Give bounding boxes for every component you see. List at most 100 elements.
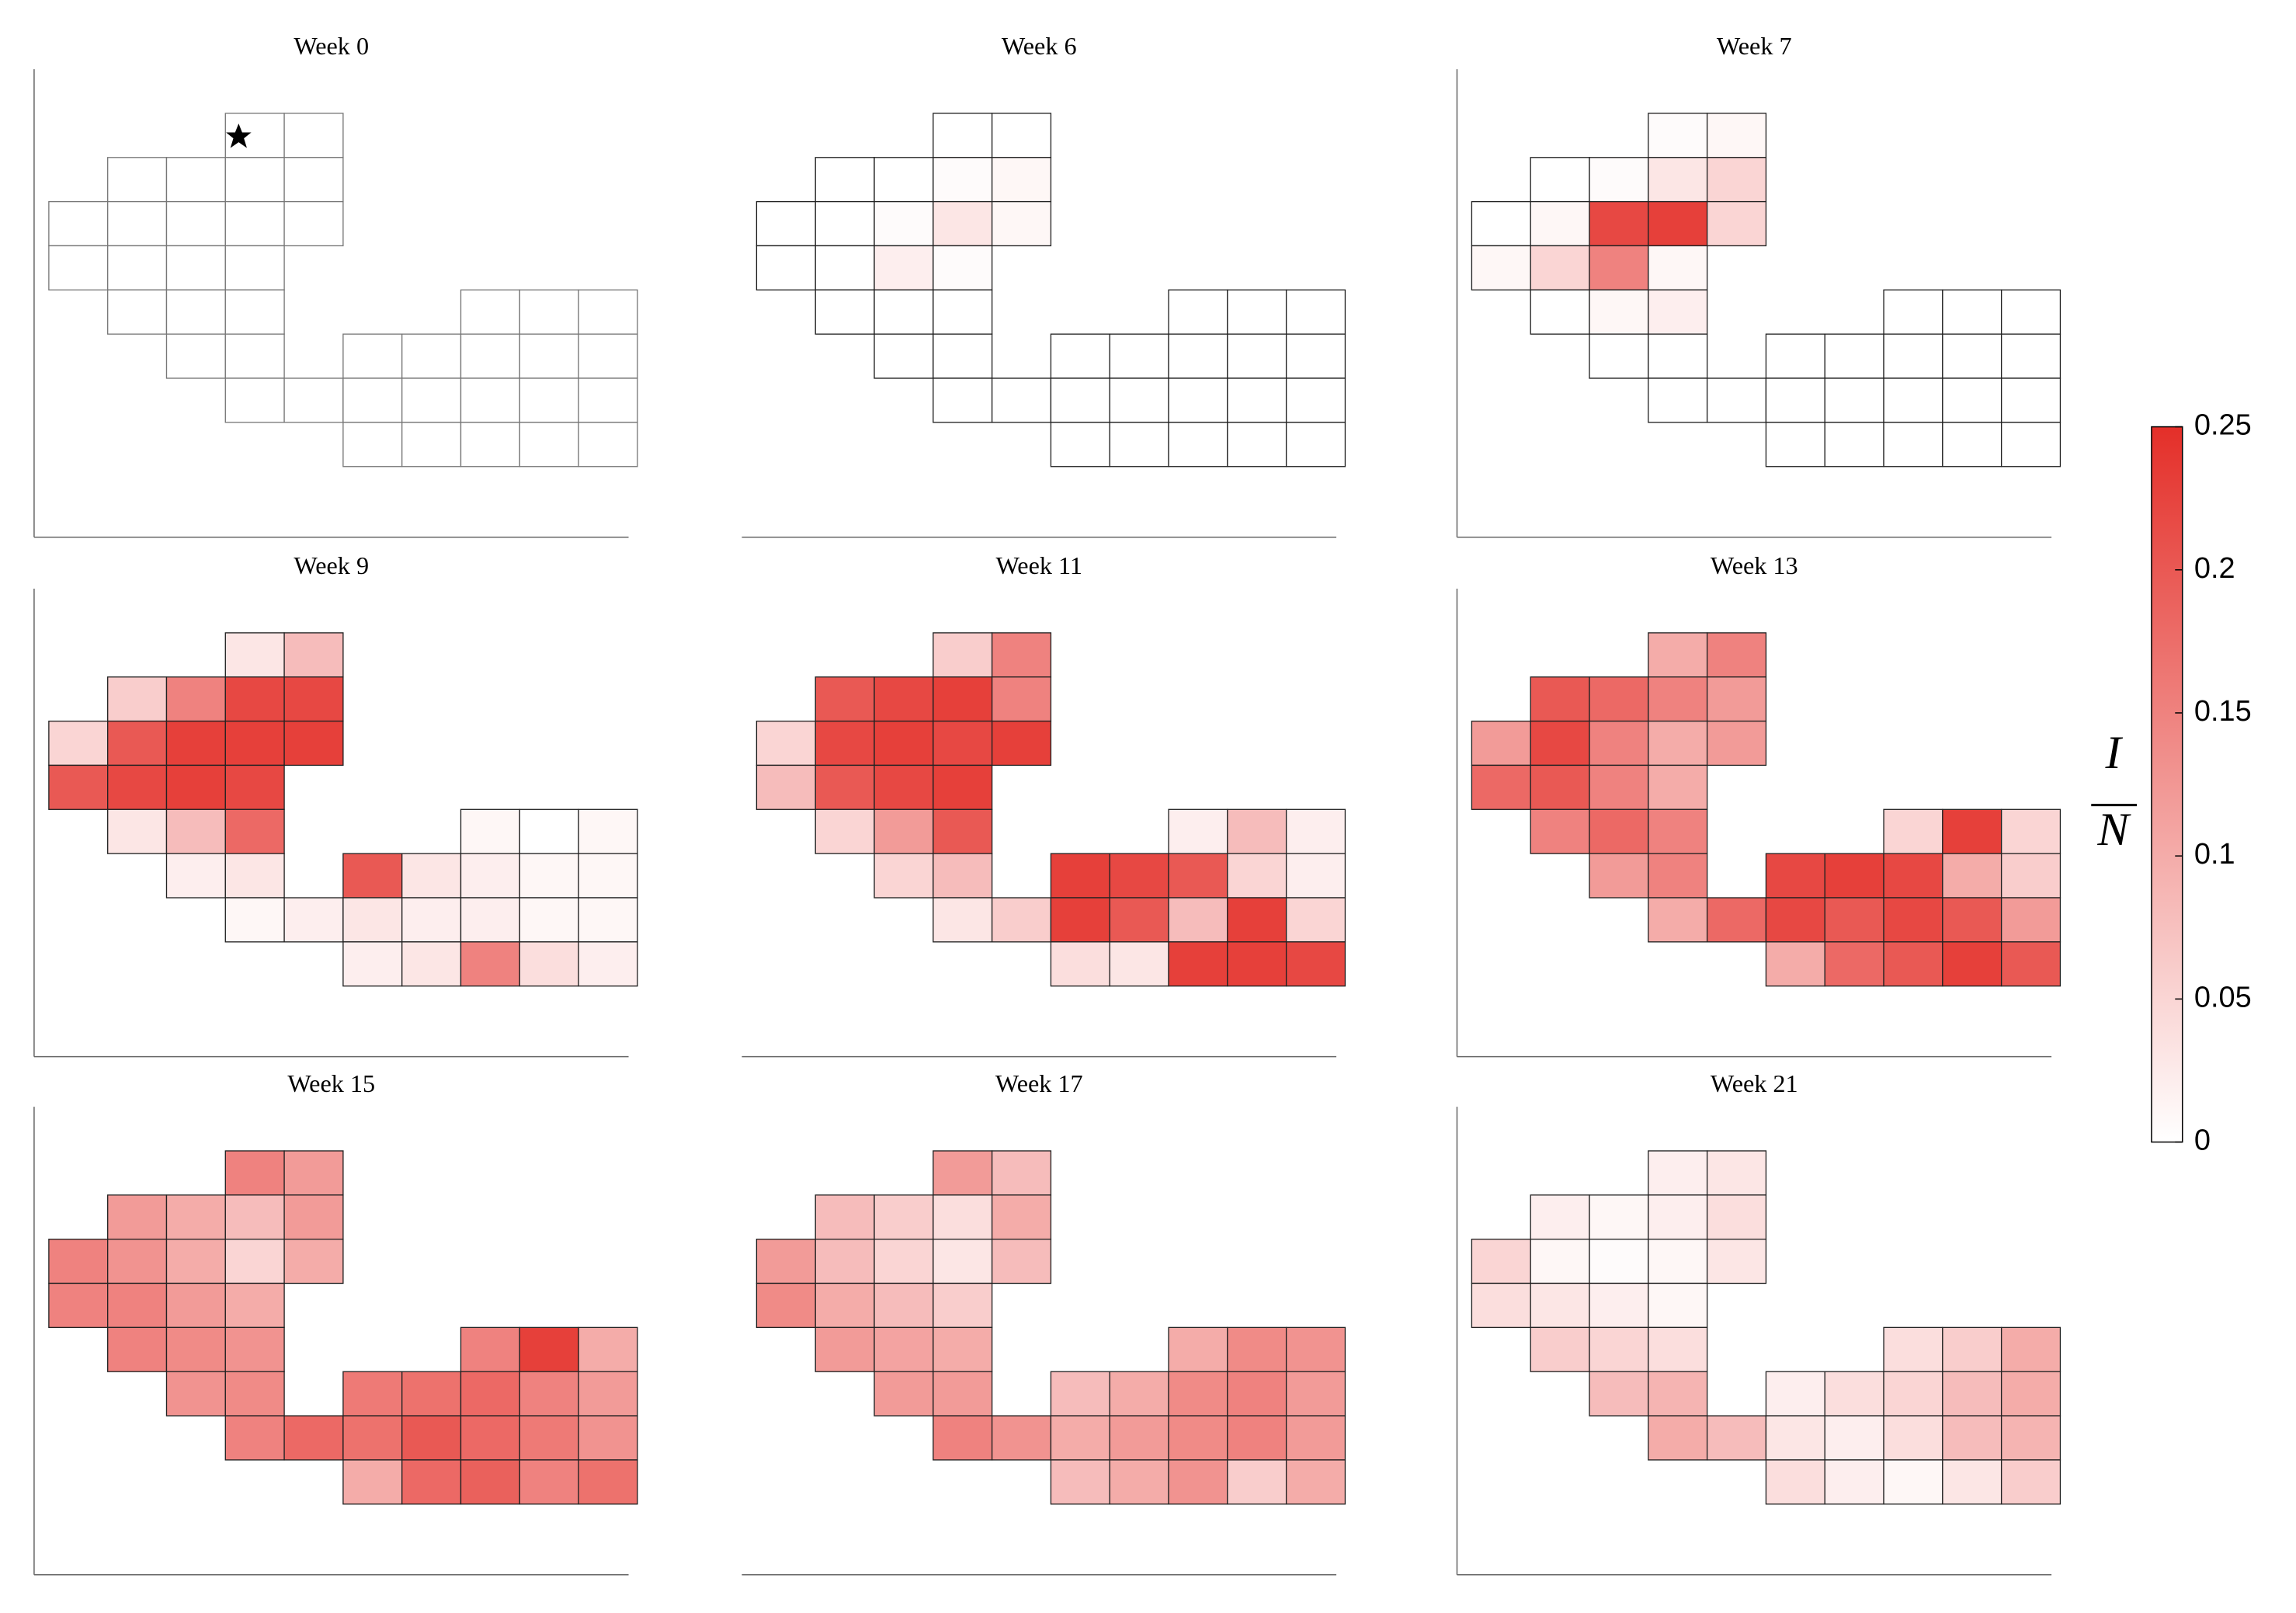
county: [874, 289, 934, 335]
panel-title: Week 0: [294, 32, 369, 60]
county: [1471, 720, 1531, 767]
county: [1589, 333, 1649, 379]
county: [1824, 333, 1884, 379]
county: [1285, 1459, 1346, 1505]
county: [933, 200, 993, 247]
county: [1942, 1415, 2002, 1461]
county: [578, 808, 638, 854]
county: [1227, 1415, 1287, 1461]
county: [1942, 808, 2002, 854]
county: [755, 245, 816, 290]
county: [165, 808, 226, 854]
county: [1589, 157, 1649, 203]
county: [1168, 1371, 1228, 1417]
county: [224, 377, 285, 423]
county: [1589, 1282, 1649, 1329]
county: [1765, 377, 1825, 423]
county: [815, 289, 875, 335]
county: [107, 1282, 168, 1329]
county: [1227, 897, 1287, 943]
county: [283, 377, 344, 423]
county: [578, 422, 638, 468]
county: [1589, 1371, 1649, 1417]
county: [1648, 113, 1708, 158]
county: [1706, 200, 1767, 247]
county: [1530, 1238, 1590, 1284]
county: [1530, 808, 1590, 854]
county: [1589, 245, 1649, 290]
county: [578, 853, 638, 899]
county: [342, 1459, 403, 1505]
county: [933, 1194, 993, 1240]
county: [401, 1371, 462, 1417]
county: [1050, 941, 1110, 987]
county: [1765, 1459, 1825, 1505]
county: [578, 941, 638, 987]
county: [1589, 676, 1649, 722]
county: [1942, 1326, 2002, 1372]
map-panel: Week 15: [33, 1069, 638, 1576]
county: [578, 1371, 638, 1417]
county: [165, 333, 226, 379]
county: [1285, 333, 1346, 379]
county: [1942, 941, 2002, 987]
county: [933, 1282, 993, 1329]
county: [107, 764, 168, 810]
county: [933, 808, 993, 854]
county: [1168, 422, 1228, 468]
county: [342, 333, 403, 379]
county: [1765, 333, 1825, 379]
county: [1648, 764, 1708, 810]
county: [224, 1326, 285, 1372]
county: [1765, 422, 1825, 468]
county: [1765, 1415, 1825, 1461]
county: [283, 676, 344, 722]
county: [1109, 853, 1169, 899]
county: [755, 720, 816, 767]
county: [874, 1326, 934, 1372]
county: [1285, 1415, 1346, 1461]
county: [815, 720, 875, 767]
panel-title: Week 11: [995, 551, 1082, 579]
county: [1285, 1326, 1346, 1372]
county: [1706, 1415, 1767, 1461]
county: [1530, 764, 1590, 810]
county: [933, 897, 993, 943]
county: [755, 1238, 816, 1284]
county: [519, 941, 579, 987]
county: [1168, 289, 1228, 335]
county: [1883, 1326, 1943, 1372]
county: [933, 333, 993, 379]
county: [1883, 853, 1943, 899]
county: [874, 853, 934, 899]
county: [107, 289, 168, 335]
county: [1648, 720, 1708, 767]
county: [2000, 808, 2062, 854]
county: [2000, 1371, 2062, 1417]
county: [1589, 1194, 1649, 1240]
county: [1227, 1459, 1287, 1505]
county: [933, 764, 993, 810]
map-panel: Week 21: [1456, 1069, 2062, 1576]
county: [933, 289, 993, 335]
county: [755, 764, 816, 810]
county: [519, 1415, 579, 1461]
map-panel: Week 0: [33, 32, 638, 538]
map-panel: Week 6: [742, 32, 1346, 538]
colorbar-ticks: 0 0.05 0.1 0.15 0.2 0.25: [2175, 409, 2252, 1157]
county: [283, 1415, 344, 1461]
county: [1648, 676, 1708, 722]
county: [1227, 333, 1287, 379]
county: [933, 245, 993, 290]
county: [1227, 941, 1287, 987]
county: [1706, 632, 1767, 678]
county: [578, 289, 638, 335]
county: [224, 632, 285, 678]
county: [1227, 808, 1287, 854]
county: [460, 853, 520, 899]
origin-star: [226, 123, 252, 148]
map-panel: Week 9: [33, 551, 638, 1058]
county: [815, 676, 875, 722]
county: [48, 1238, 109, 1284]
